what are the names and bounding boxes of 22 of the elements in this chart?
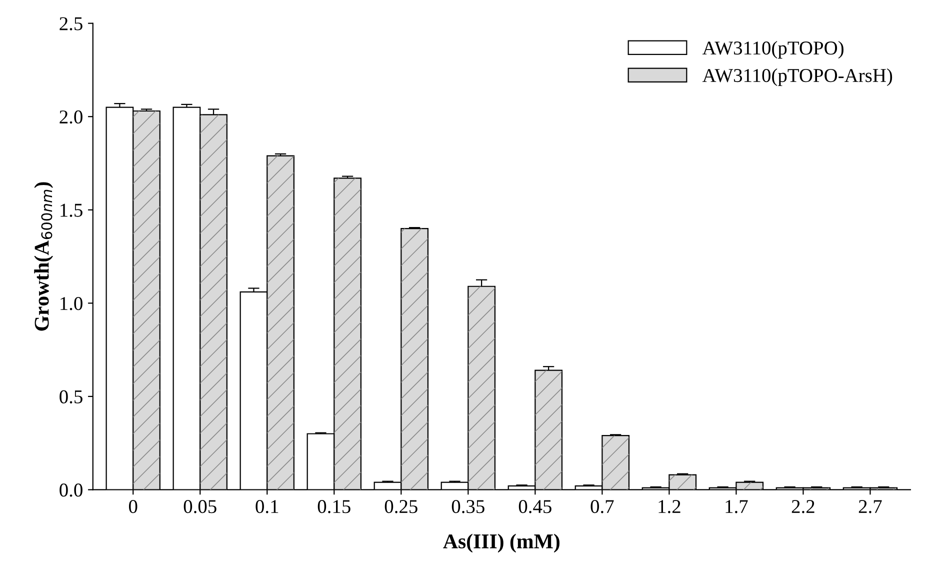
- x-tick-label: 0.15: [318, 500, 350, 514]
- x-tick-label: 1.7: [726, 500, 748, 514]
- legend-label: AW3110(pTOPO): [702, 40, 844, 59]
- x-tick-label: 0.1: [256, 500, 278, 514]
- y-axis-title: Growth(A$_{600nm}$): [34, 182, 54, 331]
- x-tick-label: 0.05: [184, 500, 216, 514]
- x-tick-label: 2.7: [858, 500, 882, 514]
- x-tick-label: 0.45: [518, 500, 552, 514]
- x-tick-label: 0.25: [384, 500, 418, 514]
- y-tick-label: 2.0: [60, 110, 82, 124]
- x-tick-label: 2.2: [792, 500, 814, 514]
- y-tick-label: 0.0: [60, 484, 82, 497]
- legend-label: AW3110(pTOPO-ArsH): [702, 68, 892, 86]
- y-tick-label: 1.5: [60, 204, 82, 217]
- y-tick-label: 2.5: [60, 17, 82, 30]
- x-axis-title: As(III) (mM): [443, 534, 560, 553]
- x-tick-label: 0.35: [452, 500, 484, 514]
- x-tick-label: 0.7: [590, 500, 614, 514]
- y-tick-label: 1.0: [60, 296, 82, 310]
- x-tick-label: 1.2: [658, 500, 680, 514]
- x-tick-label: 0: [128, 500, 138, 514]
- y-tick-label: 0.5: [60, 390, 82, 404]
